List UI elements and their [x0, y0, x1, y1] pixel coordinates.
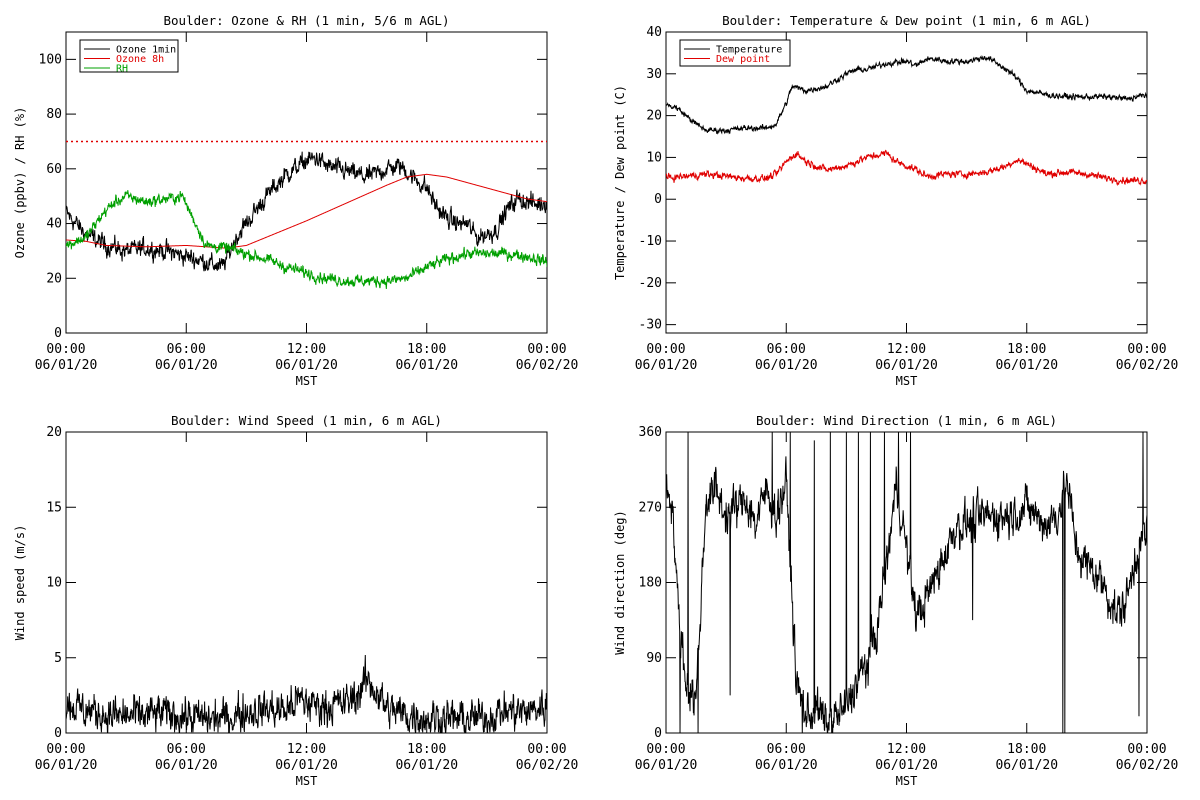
- series-ozone-8h: [66, 173, 547, 249]
- x-tick-time: 18:00: [407, 342, 446, 357]
- x-tick-date: 06/01/20: [275, 358, 338, 373]
- x-tick-date: 06/01/20: [395, 358, 458, 373]
- y-tick-label: 10: [646, 150, 662, 165]
- chart-title: Boulder: Wind Speed (1 min, 6 m AGL): [171, 413, 442, 428]
- x-tick-date: 06/01/20: [35, 758, 98, 773]
- legend-box: [79, 39, 179, 73]
- y-tick-label: -30: [639, 318, 662, 333]
- y-tick-label: 80: [46, 107, 62, 122]
- legend-box: [679, 39, 791, 67]
- x-tick-time: 06:00: [167, 342, 206, 357]
- y-tick-label: 100: [39, 52, 62, 67]
- x-axis-label: MST: [896, 774, 918, 788]
- x-axis-label: MST: [296, 374, 318, 388]
- y-axis-label: Temperature / Dew point (C): [613, 85, 627, 280]
- x-tick-time: 00:00: [527, 342, 566, 357]
- y-tick-label: 360: [639, 425, 662, 440]
- x-tick-time: 12:00: [887, 742, 926, 757]
- y-axis-label: Ozone (ppbv) / RH (%): [13, 107, 27, 259]
- x-tick-date: 06/01/20: [35, 358, 98, 373]
- series-rh: [66, 190, 547, 289]
- y-tick-label: 30: [646, 67, 662, 82]
- x-tick-date: 06/01/20: [635, 358, 698, 373]
- series-line: [666, 432, 1147, 733]
- chart-title: Boulder: Wind Direction (1 min, 6 m AGL): [756, 413, 1057, 428]
- x-tick-date: 06/02/20: [1116, 358, 1179, 373]
- x-tick-time: 00:00: [46, 742, 85, 757]
- x-tick-date: 06/02/20: [516, 758, 579, 773]
- x-tick-time: 18:00: [1007, 742, 1046, 757]
- x-tick-time: 00:00: [1127, 742, 1166, 757]
- x-tick-date: 06/01/20: [875, 758, 938, 773]
- y-tick-label: 5: [54, 651, 62, 666]
- chart-panel-3: Boulder: Wind Speed (1 min, 6 m AGL) 0 5 10…: [13, 413, 578, 788]
- chart-panel-4: Boulder: Wind Direction (1 min, 6 m AGL)…: [613, 413, 1178, 788]
- y-tick-label: 270: [639, 500, 662, 515]
- series-ozone-1min: [66, 151, 547, 272]
- series-line: [66, 655, 547, 733]
- x-tick-date: 06/02/20: [516, 358, 579, 373]
- y-tick-label: 15: [46, 500, 62, 515]
- x-tick-time: 12:00: [887, 342, 926, 357]
- y-tick-label: 40: [646, 25, 662, 40]
- y-tick-label: 0: [54, 326, 62, 341]
- x-tick-date: 06/01/20: [875, 358, 938, 373]
- legend-label: Ozone 8h: [116, 54, 164, 65]
- plot-frame: [65, 31, 548, 334]
- x-axis-label: MST: [296, 774, 318, 788]
- x-tick-date: 06/02/20: [1116, 758, 1179, 773]
- y-tick-label: 90: [646, 651, 662, 666]
- x-tick-date: 06/01/20: [755, 358, 818, 373]
- x-tick-date: 06/01/20: [995, 358, 1058, 373]
- x-tick-date: 06/01/20: [155, 358, 218, 373]
- x-axis-label: MST: [896, 374, 918, 388]
- x-tick-time: 00:00: [646, 342, 685, 357]
- chart-title: Boulder: Temperature & Dew point (1 min,…: [722, 13, 1091, 28]
- y-tick-label: 10: [46, 576, 62, 591]
- y-tick-label: 60: [46, 162, 62, 177]
- y-axis-label: Wind direction (deg): [613, 510, 627, 655]
- x-tick-time: 06:00: [167, 742, 206, 757]
- x-tick-time: 06:00: [767, 742, 806, 757]
- y-tick-label: 0: [654, 726, 662, 741]
- x-tick-time: 00:00: [527, 742, 566, 757]
- y-tick-label: -10: [639, 234, 662, 249]
- y-tick-label: 20: [46, 271, 62, 286]
- x-tick-date: 06/01/20: [155, 758, 218, 773]
- x-tick-date: 06/01/20: [395, 758, 458, 773]
- y-tick-label: 0: [54, 726, 62, 741]
- legend-label: RH: [116, 64, 128, 75]
- x-tick-time: 00:00: [1127, 342, 1166, 357]
- x-tick-time: 12:00: [287, 742, 326, 757]
- x-tick-date: 06/01/20: [995, 758, 1058, 773]
- x-tick-time: 18:00: [1007, 342, 1046, 357]
- y-tick-label: 20: [46, 425, 62, 440]
- chart-title: Boulder: Ozone & RH (1 min, 5/6 m AGL): [164, 13, 450, 28]
- legend-label: Temperature: [716, 45, 782, 56]
- y-tick-label: 0: [654, 192, 662, 207]
- legend-label: Ozone 1min: [116, 45, 176, 56]
- x-tick-time: 18:00: [407, 742, 446, 757]
- y-tick-label: 20: [646, 109, 662, 124]
- x-tick-time: 12:00: [287, 342, 326, 357]
- legend-label: Dew point: [716, 54, 770, 65]
- chart-panel-1: Boulder: Ozone & RH (1 min, 5/6 m AGL) 0 2…: [13, 13, 578, 388]
- plot-frame: [65, 431, 548, 734]
- plot-frame: [665, 31, 1148, 334]
- x-tick-time: 00:00: [46, 342, 85, 357]
- series-dew-point: [666, 149, 1147, 187]
- x-tick-time: 00:00: [646, 742, 685, 757]
- x-tick-date: 06/01/20: [755, 758, 818, 773]
- series-temperature: [666, 55, 1147, 135]
- chart-panel-2: Boulder: Temperature & Dew point (1 min,…: [613, 13, 1178, 388]
- x-tick-time: 06:00: [767, 342, 806, 357]
- x-tick-date: 06/01/20: [635, 758, 698, 773]
- y-tick-label: 180: [639, 576, 662, 591]
- plot-frame: [665, 431, 1148, 734]
- y-tick-label: -20: [639, 276, 662, 291]
- y-axis-label: Wind speed (m/s): [13, 525, 27, 641]
- x-tick-date: 06/01/20: [275, 758, 338, 773]
- y-tick-label: 40: [46, 217, 62, 232]
